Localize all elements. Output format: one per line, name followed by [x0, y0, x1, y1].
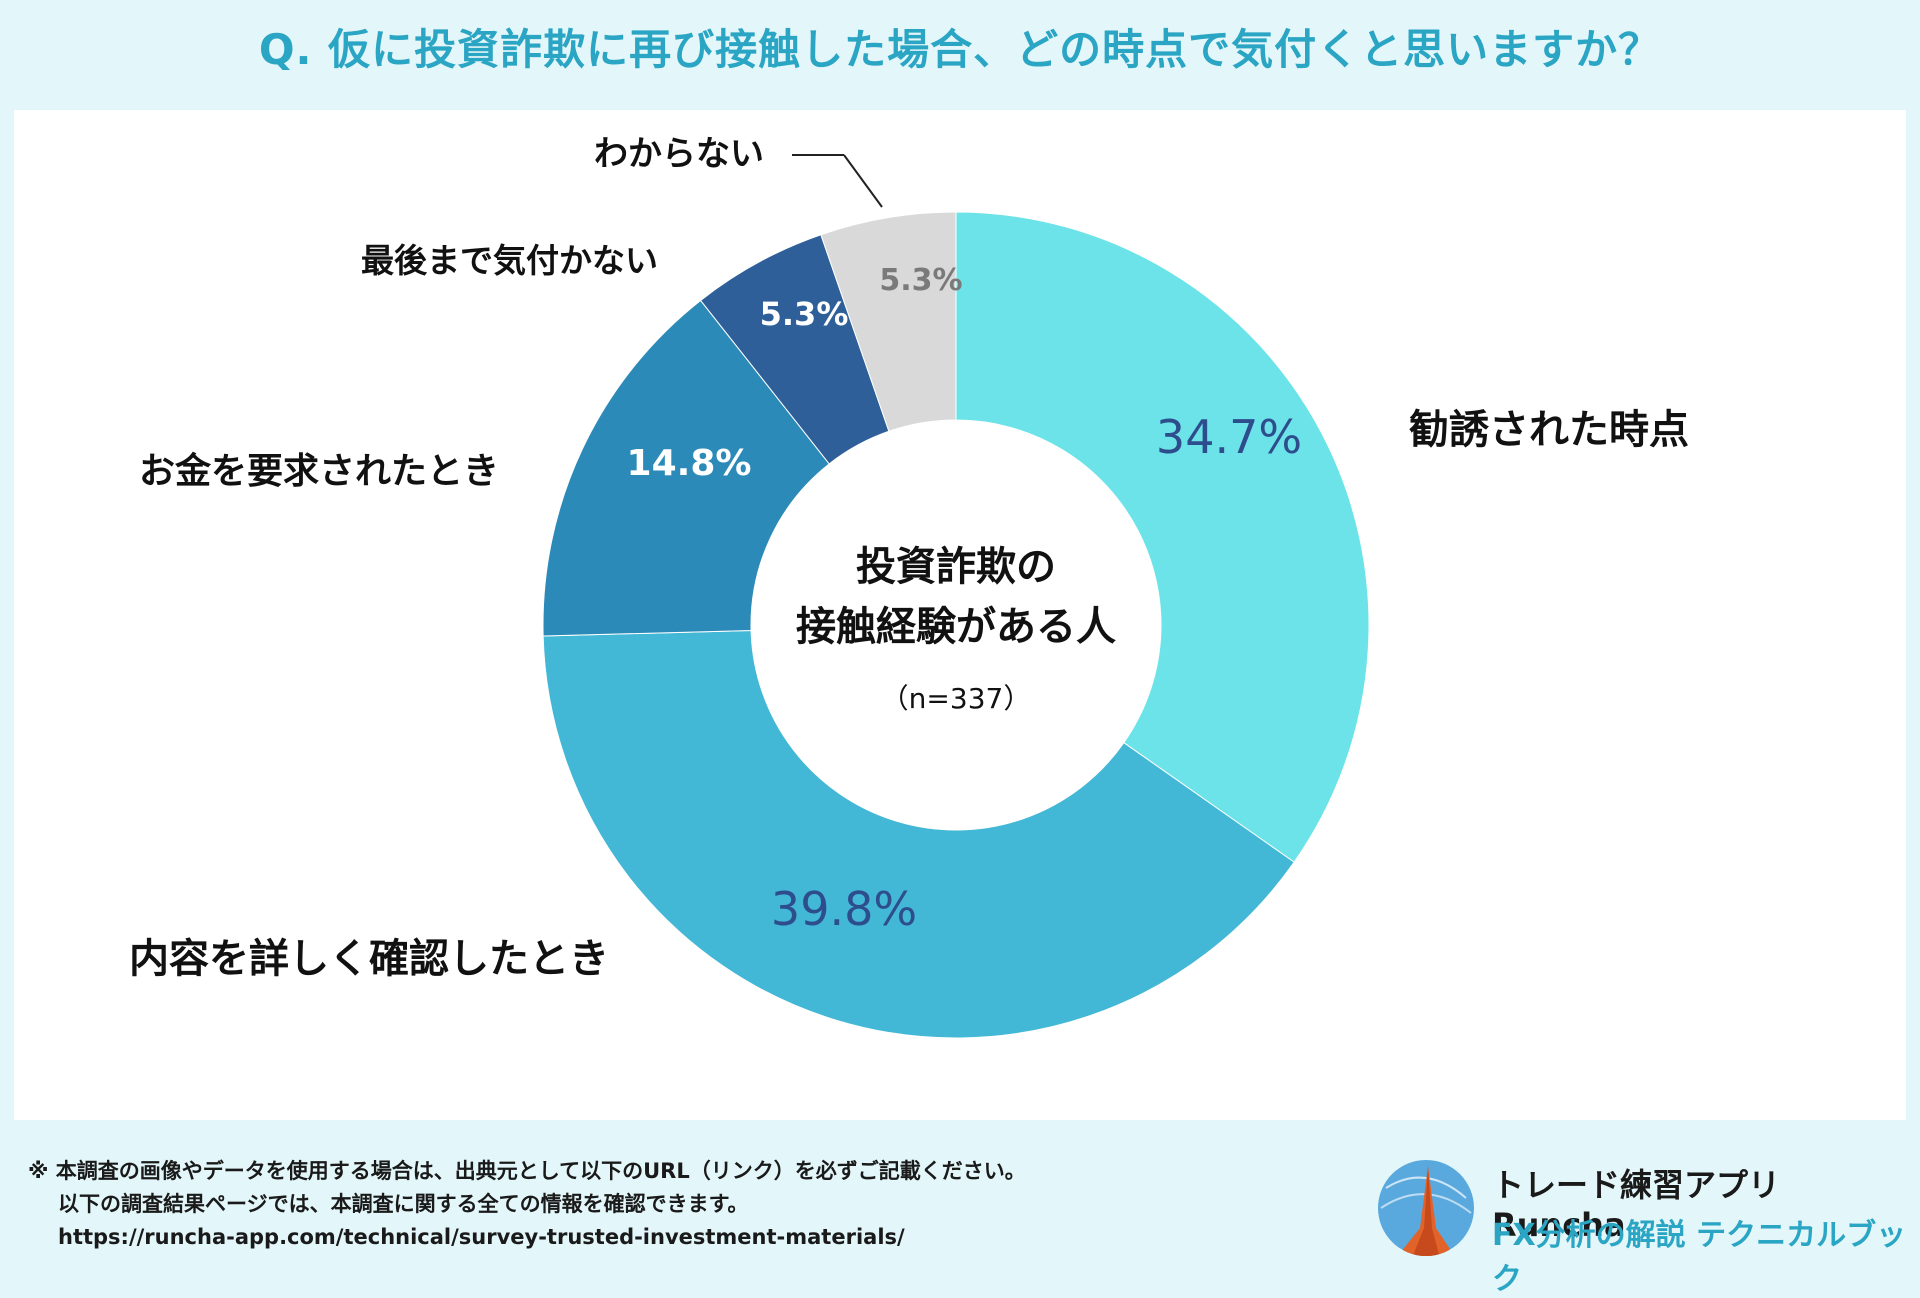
brand-tagline: FX分析の解説 テクニカルブック	[1492, 1218, 1907, 1297]
center-label-line2: 接触経験がある人	[796, 604, 1116, 650]
value-label-wakaranai: 5.3%	[879, 263, 962, 298]
slice-okane-youkyuu	[542, 299, 830, 637]
category-label-wakaranai: わからない	[594, 134, 764, 174]
footer-note: ※ 本調査の画像やデータを使用する場合は、出典元として以下のURL（リンク）を必…	[28, 1155, 1026, 1254]
slice-wakaranai	[820, 211, 957, 432]
category-label-kanyuu: 勧誘された時点	[1409, 407, 1689, 453]
runcha-logo-icon	[1378, 1160, 1474, 1256]
chart-panel: 34.7% 39.8% 14.8% 5.3% 5.3% 勧誘された時点内容を詳しく確認し…	[14, 110, 1906, 1120]
value-label-okane-youkyuu: 14.8%	[627, 443, 752, 484]
slice-shousai-kakunin	[542, 629, 1295, 1039]
footer-note-line2: 以下の調査結果ページでは、本調査に関する全ての情報を確認できます。	[58, 1192, 749, 1216]
source-url-link[interactable]: https://runcha-app.com/technical/survey-…	[58, 1225, 905, 1249]
brand-app-name: トレード練習アプリ Runcha	[1492, 1166, 1781, 1244]
value-label-saigomade: 5.3%	[760, 295, 849, 333]
category-label-saigomade: 最後まで気付かない	[361, 241, 658, 280]
category-label-shousai-kakunin: 内容を詳しく確認したとき	[129, 936, 609, 982]
sample-size-label: （n=337）	[881, 682, 1032, 715]
donut-chart: 34.7% 39.8% 14.8% 5.3% 5.3% 勧誘された時点内容を詳しく確認し…	[129, 134, 1689, 1039]
page-title: Q. 仮に投資詐欺に再び接触した場合、どの時点で気付くと思いますか？	[258, 25, 1662, 74]
value-label-kanyuu: 34.7%	[1156, 410, 1302, 464]
footer-note-line1: ※ 本調査の画像やデータを使用する場合は、出典元として以下のURL（リンク）を必…	[28, 1159, 1026, 1183]
center-label-line1: 投資詐欺の	[856, 544, 1056, 590]
slice-kanyuu	[955, 211, 1370, 863]
value-label-shousai-kakunin: 39.8%	[771, 882, 917, 936]
leader-line-wakaranai-diag	[843, 154, 883, 208]
category-label-okane-youkyuu: お金を要求されたとき	[139, 450, 499, 492]
